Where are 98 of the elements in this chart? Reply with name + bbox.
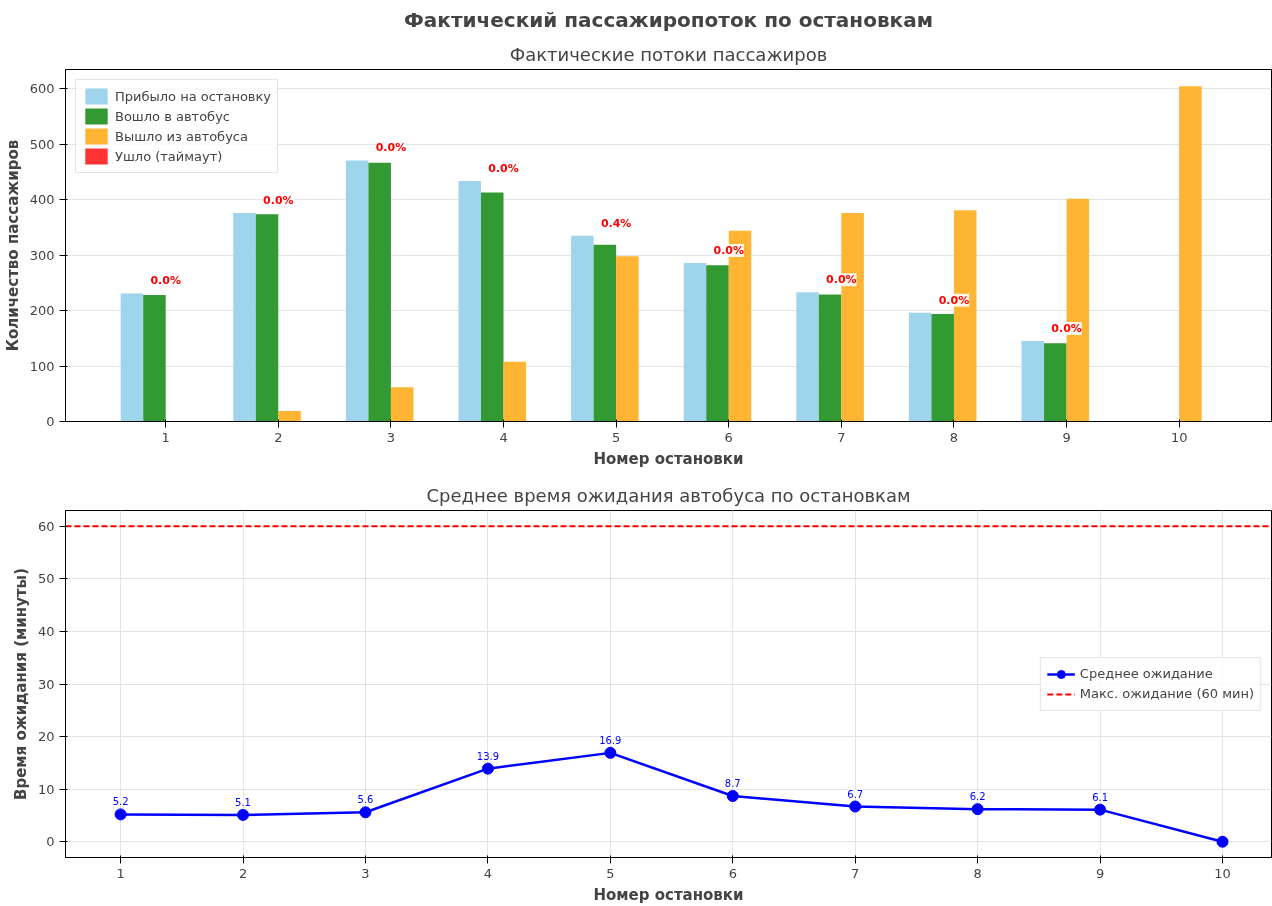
y-tick-label: 0 — [46, 834, 55, 850]
bar — [818, 294, 842, 422]
chart-subtitle: Фактические потоки пассажиров — [509, 43, 828, 65]
bar — [1044, 343, 1067, 422]
bar — [593, 244, 617, 422]
point — [971, 803, 984, 816]
y-tick-label: 500 — [29, 136, 55, 152]
point — [1216, 835, 1229, 848]
bar — [255, 214, 279, 422]
data-label: 5.2 — [112, 796, 129, 808]
bar — [683, 262, 707, 422]
x-tick-label: 7 — [851, 865, 860, 881]
data-label: 6.1 — [1092, 791, 1109, 803]
bar — [481, 192, 504, 422]
y-tick-label: 200 — [29, 303, 55, 319]
legend-label: Среднее ожидание — [1079, 666, 1213, 681]
x-tick-label: 2 — [274, 429, 283, 445]
bar — [931, 313, 954, 422]
annotation: 0.0% — [938, 293, 970, 307]
x-tick-label: 10 — [1170, 429, 1188, 445]
point — [359, 806, 372, 819]
x-tick-label: 6 — [728, 865, 737, 881]
x-tick-label: 8 — [973, 865, 982, 881]
point — [237, 808, 250, 821]
point — [726, 790, 739, 802]
chart-title: Среднее время ожидания автобуса по остановкам — [426, 484, 911, 506]
y-tick-label: 400 — [29, 192, 55, 208]
y-tick-label: 600 — [29, 81, 55, 97]
legend-label: Прибыло на остановку — [115, 88, 272, 104]
annotation: 0.0% — [826, 273, 857, 287]
annotation: 0.0% — [713, 243, 745, 257]
y-tick-label: 20 — [37, 729, 55, 745]
y-tick-label: 0 — [46, 414, 55, 429]
x-tick-label: 1 — [116, 865, 125, 881]
bar — [908, 312, 932, 422]
point — [1094, 803, 1107, 816]
y-tick-label: 50 — [37, 571, 55, 587]
bar — [571, 235, 594, 422]
x-tick-label: 5 — [606, 865, 615, 881]
bar — [1021, 341, 1045, 422]
annotation: 0.0% — [488, 161, 519, 175]
bar — [143, 295, 166, 422]
bar — [368, 162, 391, 422]
y-tick-label: 100 — [29, 358, 55, 374]
bar — [458, 180, 482, 422]
data-label: 8.7 — [724, 777, 741, 789]
annotation: 0.0% — [263, 194, 294, 208]
legend-label: Вошло в автобус — [115, 108, 230, 124]
bar — [233, 213, 256, 422]
x-tick-label: 6 — [724, 429, 733, 445]
x-axis-title: Номер остановки — [593, 885, 744, 904]
point — [114, 808, 127, 821]
y-tick-label: 40 — [37, 623, 55, 639]
y-axis-title: Время ожидания (минуты) — [11, 567, 30, 801]
bar — [503, 361, 527, 422]
y-tick-label: 10 — [37, 781, 55, 797]
annotation: 0.0% — [150, 274, 181, 288]
y-tick-label: 30 — [37, 676, 55, 692]
x-tick-label: 4 — [499, 429, 508, 445]
bar — [120, 293, 144, 422]
data-label: 6.2 — [969, 791, 986, 803]
bar — [278, 410, 301, 422]
bar — [390, 387, 414, 422]
annotation: 0.0% — [375, 141, 407, 155]
data-label: 5.1 — [235, 796, 251, 808]
bar — [1179, 86, 1202, 422]
x-tick-label: 4 — [483, 865, 493, 881]
point — [849, 800, 862, 813]
point — [604, 746, 617, 759]
data-label: 13.9 — [476, 750, 500, 762]
bar — [616, 256, 639, 422]
legend-label: Вышло из автобуса — [115, 128, 248, 144]
x-tick-label: 7 — [837, 429, 846, 445]
bar — [706, 265, 729, 422]
x-axis-title: Номер остановки — [593, 449, 744, 468]
y-tick-label: 300 — [29, 247, 55, 263]
x-tick-label: 10 — [1214, 865, 1231, 881]
legend-label: Макс. ожидание (60 мин) — [1079, 686, 1254, 701]
x-tick-label: 3 — [361, 865, 370, 881]
data-label: 16.9 — [599, 734, 622, 746]
annotation: 0.4% — [600, 216, 632, 230]
y-axis-title: Количество пассажиров — [3, 139, 22, 352]
point — [481, 762, 494, 775]
x-tick-label: 5 — [612, 429, 621, 445]
annotation: 0.0% — [1051, 322, 1082, 336]
x-tick-label: 8 — [949, 429, 959, 445]
y-tick-label: 60 — [37, 518, 55, 534]
x-tick-label: 2 — [238, 865, 248, 881]
data-label: 6.7 — [847, 788, 864, 800]
x-tick-label: 9 — [1062, 429, 1071, 445]
data-label: 5.6 — [357, 794, 374, 806]
bar — [796, 292, 819, 422]
bar — [345, 160, 369, 422]
legend-label: Ушло (таймаут) — [115, 148, 223, 164]
x-tick-label: 3 — [386, 429, 396, 445]
x-tick-label: 1 — [161, 429, 170, 445]
x-tick-label: 9 — [1095, 865, 1105, 881]
chart-title: Фактический пассажиропоток по остановкам — [404, 7, 933, 32]
